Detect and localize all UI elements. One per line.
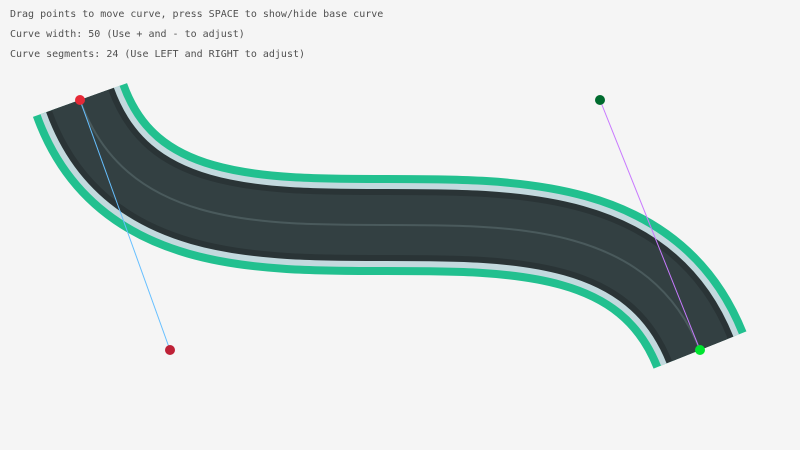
end-point-handle[interactable] xyxy=(695,345,705,355)
start-tangent-handle[interactable] xyxy=(165,345,175,355)
road-curve xyxy=(32,81,747,371)
lane-line xyxy=(79,99,701,351)
start-tangent-line xyxy=(79,99,171,351)
end-tangent-line xyxy=(599,99,701,351)
instruction-drag: Drag points to move curve, press SPACE t… xyxy=(10,9,384,20)
end-tangent-handle[interactable] xyxy=(595,95,605,105)
start-point-handle[interactable] xyxy=(75,95,85,105)
instruction-width: Curve width: 50 (Use + and - to adjust) xyxy=(10,29,245,40)
instruction-segments: Curve segments: 24 (Use LEFT and RIGHT t… xyxy=(10,49,306,60)
